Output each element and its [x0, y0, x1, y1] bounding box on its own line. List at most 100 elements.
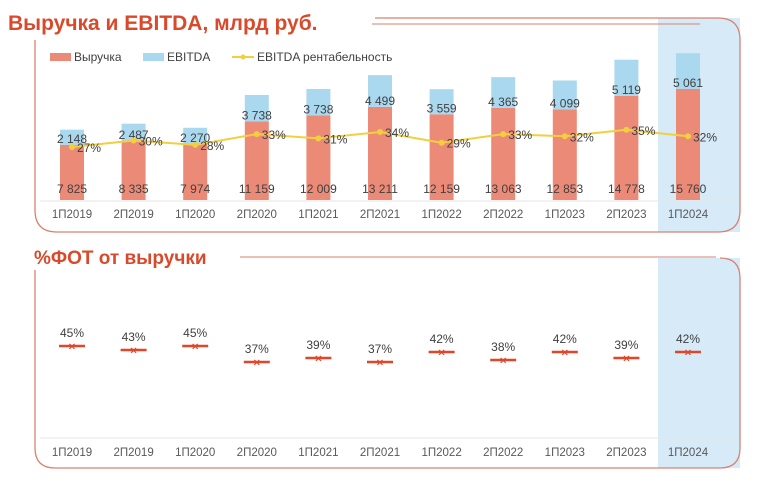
data-label-ebitda: 3 738	[303, 102, 333, 116]
data-label-payroll: 37%	[245, 342, 269, 356]
legend: Выручка EBITDA EBITDA рентабельность	[50, 50, 392, 64]
data-label-ebitda: 5 061	[673, 76, 703, 90]
margin-point	[130, 137, 137, 144]
data-label-ebitda: 5 119	[612, 83, 641, 97]
data-label-payroll: 45%	[183, 326, 207, 340]
bar-ebitda	[429, 89, 454, 115]
bar-revenue	[429, 114, 454, 200]
data-label-margin: 32%	[570, 130, 594, 144]
bar-ebitda	[368, 75, 392, 107]
highlight-column	[658, 258, 740, 468]
payroll-marker-cross: ×	[191, 342, 199, 353]
data-label-payroll: 42%	[553, 332, 577, 346]
data-label-revenue: 11 159	[239, 182, 275, 196]
x-tick-label: 2П2022	[483, 447, 523, 459]
x-tick-label: 2П2019	[113, 447, 153, 459]
data-label-revenue: 13 063	[485, 182, 522, 196]
data-label-payroll: 39%	[614, 338, 638, 352]
data-label-margin: 32%	[693, 130, 717, 144]
data-label-payroll: 43%	[122, 330, 146, 344]
data-label-ebitda: 2 270	[180, 131, 210, 145]
data-label-revenue: 15 760	[670, 182, 707, 196]
x-tick-label: 1П2020	[175, 209, 215, 221]
x-tick-label: 1П2024	[668, 209, 709, 221]
data-label-revenue: 8 335	[119, 182, 149, 196]
data-label-revenue: 7 825	[57, 182, 87, 196]
bar-revenue	[306, 115, 331, 200]
bar-revenue	[491, 107, 516, 200]
margin-point	[377, 128, 383, 135]
bar-revenue	[121, 141, 146, 200]
bar-revenue	[368, 106, 392, 200]
bar-ebitda	[491, 77, 516, 108]
margin-point	[561, 133, 568, 140]
data-label-margin: 30%	[139, 135, 163, 149]
data-label-margin: 28%	[200, 139, 224, 153]
legend-swatch-revenue	[50, 53, 71, 61]
bar-ebitda	[183, 127, 208, 144]
bar-ebitda	[306, 88, 331, 116]
payroll-marker-cross: ×	[499, 356, 507, 367]
data-label-revenue: 12 009	[300, 182, 337, 196]
margin-point	[438, 139, 445, 146]
payroll-marker-cross: ×	[561, 348, 569, 359]
x-tick-label: 1П2020	[175, 447, 215, 459]
x-tick-label: 2П2023	[606, 447, 646, 459]
margin-point	[685, 133, 691, 140]
x-tick-label: 2П2022	[483, 209, 523, 221]
x-tick-label: 1П2022	[421, 447, 461, 459]
bar-ebitda	[244, 94, 269, 122]
data-label-payroll: 38%	[491, 340, 515, 354]
bar-ebitda	[60, 129, 84, 145]
data-label-ebitda: 2 148	[57, 132, 87, 146]
x-tick-label: 2П2019	[113, 209, 153, 221]
bar-ebitda	[614, 59, 639, 96]
chart-title: Выручка и EBITDA, млрд руб.	[8, 12, 318, 35]
data-label-revenue: 7 974	[180, 182, 210, 196]
x-tick-label: 1П2023	[545, 447, 585, 459]
x-tick-label: 2П2023	[606, 209, 646, 221]
legend-marker-margin	[240, 54, 246, 60]
x-tick-label: 1П2019	[52, 209, 92, 221]
x-tick-label: 1П2024	[668, 447, 709, 459]
revenue-ebitda-chart: Выручка и EBITDA, млрд руб. Выручка EBIT…	[8, 12, 741, 233]
margin-point	[192, 141, 199, 148]
bar-revenue	[60, 144, 84, 200]
x-tick-label: 2П2021	[360, 209, 400, 221]
data-label-revenue: 14 778	[608, 182, 645, 196]
data-label-margin: 33%	[262, 128, 286, 142]
bar-revenue	[552, 109, 577, 200]
margin-point	[69, 144, 75, 150]
payroll-marker-cross: ×	[684, 348, 692, 359]
data-label-payroll: 42%	[676, 332, 700, 346]
payroll-marker-cross: ×	[129, 346, 137, 357]
bar-revenue	[614, 95, 639, 200]
legend-label-ebitda: EBITDA	[167, 50, 210, 64]
x-tick-label: 1П2021	[298, 447, 338, 459]
legend-label-margin: EBITDA рентабельность	[257, 50, 392, 64]
data-label-revenue: 12 853	[546, 182, 583, 196]
data-label-ebitda: 4 099	[550, 96, 580, 110]
data-label-ebitda: 3 559	[427, 101, 457, 115]
data-label-margin: 31%	[323, 132, 347, 146]
data-label-revenue: 13 211	[362, 182, 398, 196]
chart-title: %ФОТ от выручки	[34, 248, 207, 269]
data-label-margin: 29%	[447, 137, 471, 151]
x-tick-label: 2П2020	[237, 447, 277, 459]
data-label-payroll: 39%	[306, 338, 330, 352]
bar-ebitda	[552, 80, 577, 110]
margin-point	[253, 131, 260, 138]
bar-revenue	[676, 88, 700, 200]
data-label-revenue: 12 159	[423, 182, 460, 196]
bar-revenue	[183, 143, 208, 200]
x-tick-label: 1П2022	[421, 209, 461, 221]
payroll-marker-cross: ×	[68, 342, 76, 353]
legend-swatch-ebitda	[143, 53, 164, 61]
payroll-marker-cross: ×	[622, 354, 630, 365]
x-tick-label: 2П2020	[237, 209, 277, 221]
chart-frame	[34, 17, 741, 233]
margin-point	[500, 131, 507, 138]
payroll-marker-cross: ×	[314, 354, 322, 365]
payroll-marker-cross: ×	[253, 358, 261, 369]
